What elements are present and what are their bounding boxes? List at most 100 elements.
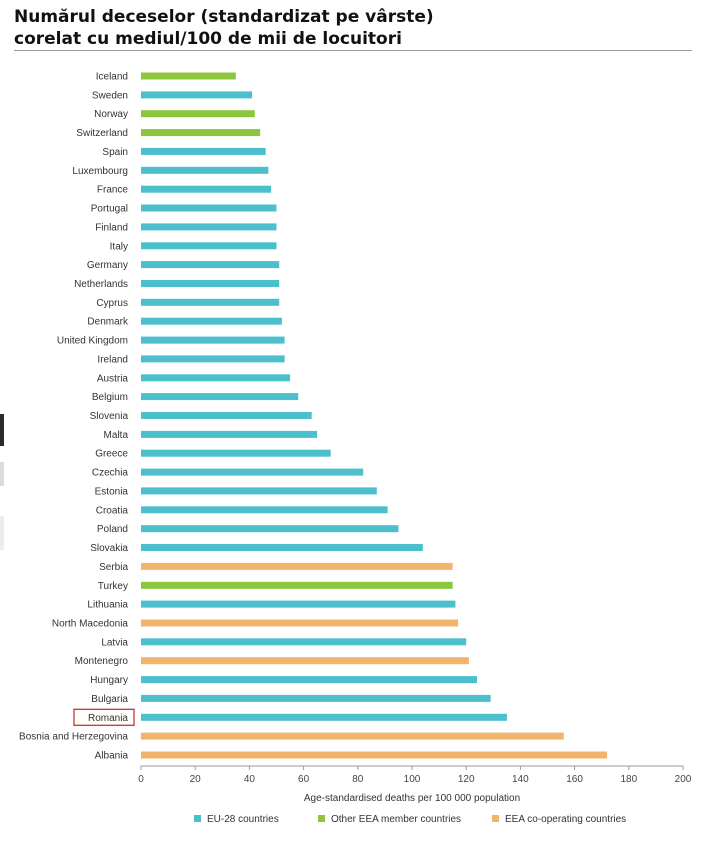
bar-lithuania	[141, 600, 456, 608]
bar-france	[141, 185, 272, 193]
category-label-bulgaria: Bulgaria	[91, 694, 128, 705]
category-label-cyprus: Cyprus	[96, 298, 128, 309]
bar-portugal	[141, 204, 277, 212]
bar-bulgaria	[141, 694, 491, 702]
category-label-albania: Albania	[95, 751, 129, 762]
bar-bosnia-and-herzegovina	[141, 732, 564, 740]
category-label-germany: Germany	[87, 260, 128, 271]
bar-united-kingdom	[141, 336, 285, 344]
category-label-slovakia: Slovakia	[90, 543, 128, 554]
category-label-hungary: Hungary	[90, 675, 128, 686]
bar-italy	[141, 242, 277, 250]
bar-croatia	[141, 506, 388, 514]
x-axis-label: Age-standardised deaths per 100 000 popu…	[304, 793, 520, 804]
category-label-latvia: Latvia	[101, 637, 128, 648]
x-tick-label: 40	[244, 774, 256, 785]
legend-label-eu28: EU-28 countries	[207, 814, 279, 825]
category-label-finland: Finland	[95, 222, 128, 233]
bar-turkey	[141, 581, 453, 589]
title-line-1: Numărul deceselor (standardizat pe vârst…	[14, 7, 434, 27]
bar-cyprus	[141, 298, 280, 306]
category-label-slovenia: Slovenia	[90, 411, 129, 422]
category-label-netherlands: Netherlands	[74, 279, 128, 290]
bar-hungary	[141, 676, 477, 684]
legend-label-other_eea: Other EEA member countries	[331, 814, 461, 825]
title-line-2: corelat cu mediul/100 de mii de locuitor…	[14, 29, 402, 49]
bars-group	[141, 72, 608, 759]
bar-belgium	[141, 393, 299, 401]
bar-estonia	[141, 487, 377, 495]
category-label-italy: Italy	[110, 241, 128, 252]
category-label-romania: Romania	[88, 713, 128, 724]
category-label-portugal: Portugal	[91, 204, 128, 215]
bar-albania	[141, 751, 608, 759]
category-label-czechia: Czechia	[92, 468, 129, 479]
category-label-estonia: Estonia	[95, 486, 129, 497]
category-label-bosnia-and-herzegovina: Bosnia and Herzegovina	[19, 732, 128, 743]
category-label-malta: Malta	[104, 430, 129, 441]
bar-sweden	[141, 91, 253, 99]
bar-slovakia	[141, 544, 423, 551]
category-label-switzerland: Switzerland	[76, 128, 128, 139]
category-label-norway: Norway	[94, 109, 128, 120]
category-label-austria: Austria	[97, 373, 129, 384]
legend-swatch-eu28	[194, 815, 201, 822]
category-label-turkey: Turkey	[98, 581, 128, 592]
bar-romania	[141, 713, 507, 721]
bar-serbia	[141, 562, 453, 570]
x-tick-label: 140	[512, 774, 529, 785]
bar-spain	[141, 147, 266, 155]
category-label-spain: Spain	[102, 147, 128, 158]
category-label-greece: Greece	[95, 449, 128, 460]
bar-greece	[141, 449, 331, 457]
category-labels-group: Iceland Sweden Norway Switzerland Spain Luxem…	[19, 72, 135, 762]
bar-switzerland	[141, 129, 261, 137]
legend-swatch-other_eea	[318, 815, 325, 822]
category-label-sweden: Sweden	[92, 90, 128, 101]
edge-artifact-faint	[0, 516, 4, 550]
category-label-iceland: Iceland	[96, 72, 128, 83]
category-label-north-macedonia: North Macedonia	[52, 619, 129, 630]
x-tick-label: 120	[458, 774, 475, 785]
bar-slovenia	[141, 412, 312, 419]
bar-germany	[141, 261, 280, 269]
bar-czechia	[141, 468, 364, 476]
x-tick-label: 100	[404, 774, 421, 785]
bar-austria	[141, 374, 291, 382]
category-label-lithuania: Lithuania	[87, 600, 128, 611]
bar-latvia	[141, 638, 467, 646]
bar-ireland	[141, 355, 285, 363]
edge-artifact-dark	[0, 414, 4, 446]
bar-poland	[141, 525, 399, 533]
x-tick-label: 20	[190, 774, 202, 785]
bar-norway	[141, 110, 255, 118]
x-tick-label: 200	[675, 774, 692, 785]
category-label-serbia: Serbia	[99, 562, 128, 573]
x-tick-label: 0	[138, 774, 144, 785]
highlight-box	[73, 708, 135, 726]
category-label-united-kingdom: United Kingdom	[57, 336, 128, 347]
x-tick-label: 80	[352, 774, 364, 785]
chart-title: Numărul deceselor (standardizat pe vârst…	[14, 6, 694, 50]
category-label-belgium: Belgium	[92, 392, 128, 403]
title-divider	[14, 50, 692, 51]
bar-luxembourg	[141, 166, 269, 174]
legend-label-eea_cooperating: EEA co-operating countries	[505, 814, 626, 825]
bar-denmark	[141, 317, 282, 325]
bar-finland	[141, 223, 277, 231]
bar-netherlands	[141, 280, 280, 287]
category-label-croatia: Croatia	[96, 505, 129, 516]
bar-north-macedonia	[141, 619, 459, 627]
x-tick-label: 180	[620, 774, 637, 785]
category-label-poland: Poland	[97, 524, 128, 535]
category-label-ireland: Ireland	[97, 354, 128, 365]
category-label-denmark: Denmark	[87, 317, 129, 328]
category-label-montenegro: Montenegro	[75, 656, 129, 667]
x-axis-group: 0 20 40 60 80 100 120 140 160 180 200 Age-standardi…	[138, 765, 692, 804]
x-tick-label: 60	[298, 774, 310, 785]
category-label-luxembourg: Luxembourg	[72, 166, 128, 177]
bar-iceland	[141, 72, 236, 80]
bar-montenegro	[141, 657, 469, 665]
x-tick-label: 160	[566, 774, 583, 785]
